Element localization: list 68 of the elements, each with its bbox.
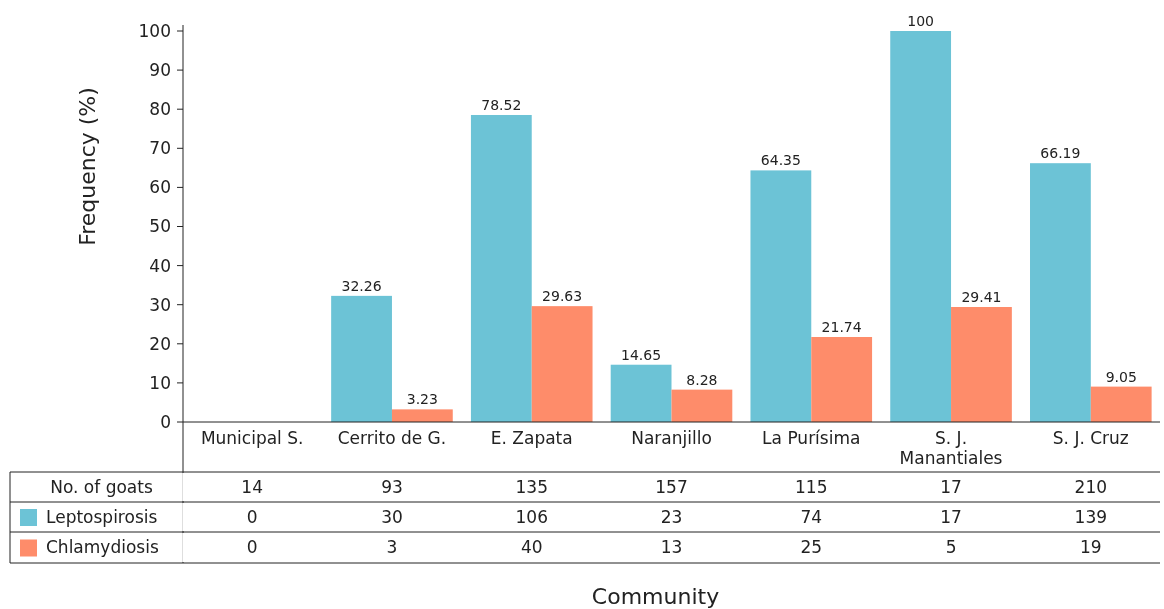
data-label: 0 <box>246 537 258 558</box>
y-tick-label: 80 <box>149 99 171 120</box>
data-label: 17 <box>940 506 962 527</box>
data-label: 157 <box>655 476 688 497</box>
bar <box>1030 163 1091 422</box>
bar <box>1090 386 1152 422</box>
y-tick-label: 20 <box>149 333 171 354</box>
bar <box>391 409 453 422</box>
data-label: 135 <box>515 476 548 497</box>
data-label: 66.19 <box>1040 145 1081 162</box>
data-label: 21.74 <box>821 319 862 335</box>
x-axis-title: Community <box>591 584 720 609</box>
y-tick-label: Leptospirosis <box>46 506 158 527</box>
data-label: 13 <box>660 537 683 558</box>
data-label: 29.41 <box>961 289 1002 306</box>
data-label: 14.65 <box>621 346 662 363</box>
y-tick-label: 10 <box>149 372 171 393</box>
data-label: 30 <box>381 506 403 527</box>
data-label: 19 <box>1079 537 1102 558</box>
data-label: 3.23 <box>406 391 438 408</box>
data-label: 23 <box>660 506 683 527</box>
data-label: 0 <box>246 506 258 527</box>
bar <box>610 364 672 422</box>
y-tick-label: 30 <box>149 294 171 315</box>
x-tick-label: Naranjillo <box>631 428 712 448</box>
bar <box>951 307 1012 422</box>
y-tick-label: 70 <box>149 138 171 159</box>
y-tick-label: 0 <box>160 411 171 432</box>
bar <box>811 337 873 422</box>
data-label: 29.63 <box>542 288 583 305</box>
y-tick-label: 50 <box>149 216 171 237</box>
data-label: 25 <box>800 537 823 558</box>
bar <box>750 170 812 422</box>
data-label: 5 <box>945 537 957 558</box>
data-label: 3 <box>386 537 398 558</box>
y-tick-label: 90 <box>149 60 171 81</box>
data-label: 106 <box>515 506 548 527</box>
x-tick-label: S. J. Manantiales <box>899 428 1003 468</box>
data-label: 40 <box>520 537 543 558</box>
y-tick-label: Chlamydiosis <box>46 537 159 558</box>
data-label: 78.52 <box>481 96 522 113</box>
x-tick-label: E. Zapata <box>490 428 573 448</box>
data-label: 139 <box>1074 506 1108 527</box>
data-label: 74 <box>800 506 823 527</box>
bar <box>531 306 593 422</box>
y-tick-label: 60 <box>149 177 171 198</box>
y-tick-label: 100 <box>138 20 171 41</box>
x-tick-label: La Purísima <box>762 428 861 448</box>
bar <box>890 31 952 422</box>
bar <box>470 114 532 422</box>
data-label: 93 <box>381 476 403 497</box>
data-label: 8.28 <box>686 371 718 388</box>
y-axis-title: Frequency (%) <box>75 87 100 246</box>
x-tick-label: Cerrito de G. <box>337 428 447 448</box>
data-label: 9.05 <box>1105 368 1137 385</box>
data-label: 14 <box>241 476 264 497</box>
bar <box>671 389 733 422</box>
x-tick-label: Municipal S. <box>200 428 304 448</box>
x-tick-label: S. J. Cruz <box>1052 428 1129 448</box>
data-label: 17 <box>940 476 962 497</box>
y-tick-label: No. of goats <box>50 476 153 497</box>
data-label: 64.35 <box>760 152 801 169</box>
bar <box>331 295 392 422</box>
data-label: 115 <box>795 476 828 497</box>
data-label: 100 <box>907 13 935 29</box>
data-label: 32.26 <box>341 277 382 294</box>
y-tick-label: 40 <box>149 255 171 276</box>
data-label: 210 <box>1074 476 1108 497</box>
